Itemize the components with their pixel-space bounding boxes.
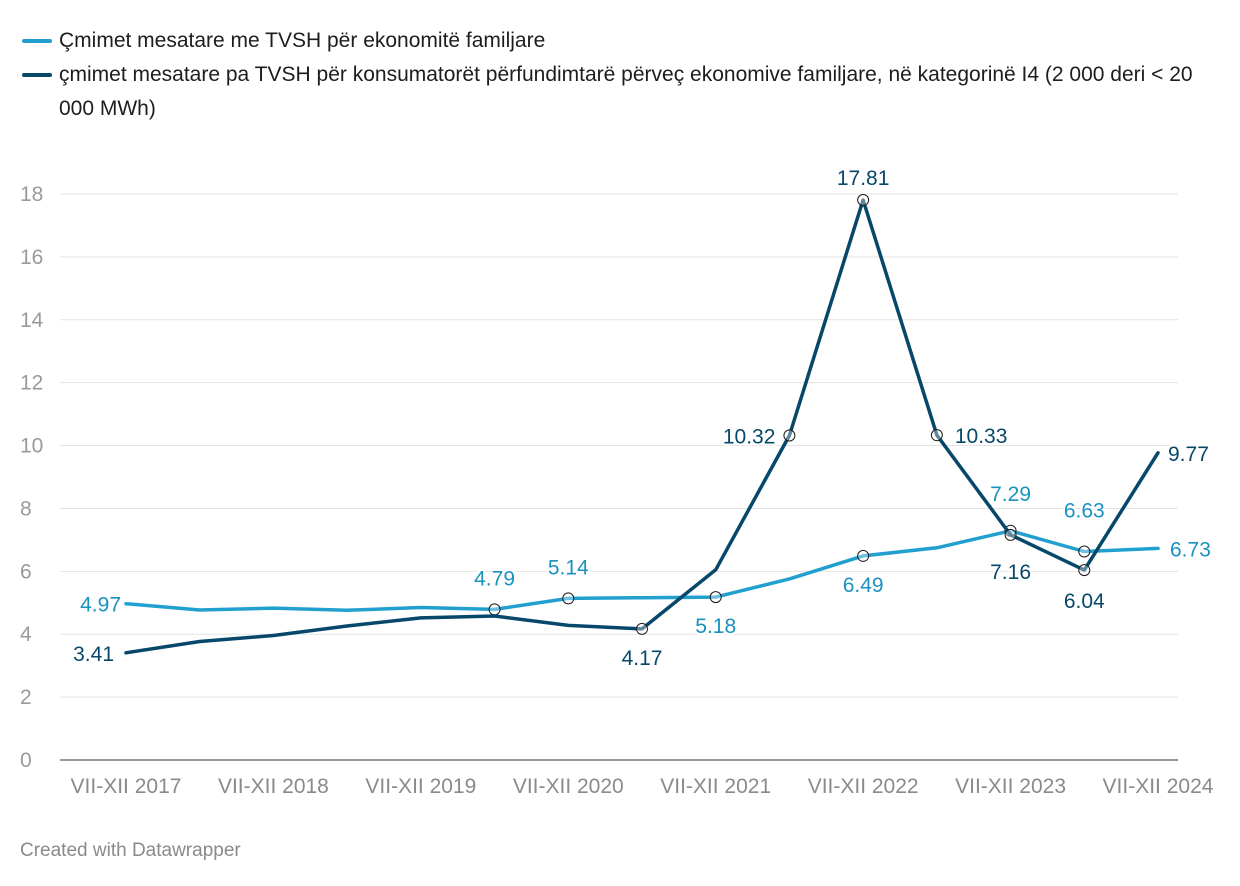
data-label: 4.79 — [474, 567, 515, 590]
y-tick-label: 14 — [20, 309, 44, 332]
data-point-marker — [709, 591, 722, 604]
x-tick-label: VII-XII 2017 — [71, 775, 182, 798]
legend-item-nonhousehold-prices: çmimet mesatare pa TVSH për konsumatorët… — [22, 58, 1222, 126]
x-tick-label: VII-XII 2022 — [808, 775, 919, 798]
data-label: 6.73 — [1170, 538, 1211, 561]
y-tick-label: 8 — [20, 497, 32, 520]
legend: Çmimet mesatare me TVSH për ekonomitë fa… — [22, 24, 1222, 126]
data-label: 7.16 — [990, 561, 1031, 584]
legend-item-household-prices: Çmimet mesatare me TVSH për ekonomitë fa… — [22, 24, 1222, 58]
y-tick-label: 18 — [20, 183, 43, 206]
y-tick-label: 0 — [20, 749, 32, 772]
data-label: 17.81 — [837, 167, 890, 190]
data-label: 10.32 — [723, 425, 776, 448]
series-line-2 — [124, 198, 1160, 655]
legend-label-nonhousehold: çmimet mesatare pa TVSH për konsumatorët… — [59, 63, 1193, 120]
y-tick-label: 12 — [20, 372, 43, 395]
legend-swatch-household — [22, 39, 52, 43]
x-tick-label: VII-XII 2021 — [660, 775, 771, 798]
data-point-marker — [930, 429, 943, 442]
x-tick-label: VII-XII 2019 — [365, 775, 476, 798]
data-label: 9.77 — [1168, 443, 1209, 466]
series-line-1 — [124, 529, 1160, 613]
data-label: 5.14 — [548, 556, 589, 579]
legend-swatch-nonhousehold — [22, 73, 52, 77]
legend-label-household: Çmimet mesatare me TVSH për ekonomitë fa… — [59, 29, 546, 52]
axis-layer: 0 2 4 6 8 10 12 14 16 18 VII-XII 2017 VII-XII 2018 V… — [20, 183, 1214, 798]
y-tick-label: 2 — [20, 686, 32, 709]
data-label: 4.97 — [80, 594, 121, 617]
grid-layer — [60, 193, 1178, 761]
data-point-marker — [1078, 564, 1091, 577]
y-tick-label: 10 — [20, 435, 43, 458]
data-label: 4.17 — [622, 647, 663, 670]
data-label: 5.18 — [695, 615, 736, 638]
y-tick-label: 6 — [20, 560, 32, 583]
x-tick-label: VII-XII 2020 — [513, 775, 624, 798]
y-tick-label: 4 — [20, 623, 32, 646]
x-tick-label: VII-XII 2023 — [955, 775, 1066, 798]
y-tick-label: 16 — [20, 246, 43, 269]
data-point-marker — [562, 592, 575, 605]
x-tick-label: VII-XII 2024 — [1103, 775, 1214, 798]
x-tick-label: VII-XII 2018 — [218, 775, 329, 798]
data-label: 7.29 — [990, 483, 1031, 506]
label-layer: 4.97 4.79 5.14 5.18 6.49 7.29 6.63 6.73 3.41 4.17… — [71, 165, 1213, 672]
data-label: 10.33 — [955, 425, 1008, 448]
data-point-marker — [857, 549, 870, 562]
data-point-marker — [488, 603, 501, 616]
data-point-marker — [636, 622, 648, 635]
credit-text: Created with Datawrapper — [20, 840, 241, 861]
data-label: 6.49 — [843, 574, 884, 597]
data-label: 6.04 — [1064, 590, 1105, 613]
data-label: 6.63 — [1064, 500, 1105, 523]
data-point-marker — [857, 193, 870, 206]
series-layer — [124, 193, 1160, 655]
data-point-marker — [1078, 545, 1091, 558]
data-point-marker — [783, 429, 796, 442]
data-label: 3.41 — [73, 643, 114, 666]
data-point-marker — [1004, 528, 1017, 541]
